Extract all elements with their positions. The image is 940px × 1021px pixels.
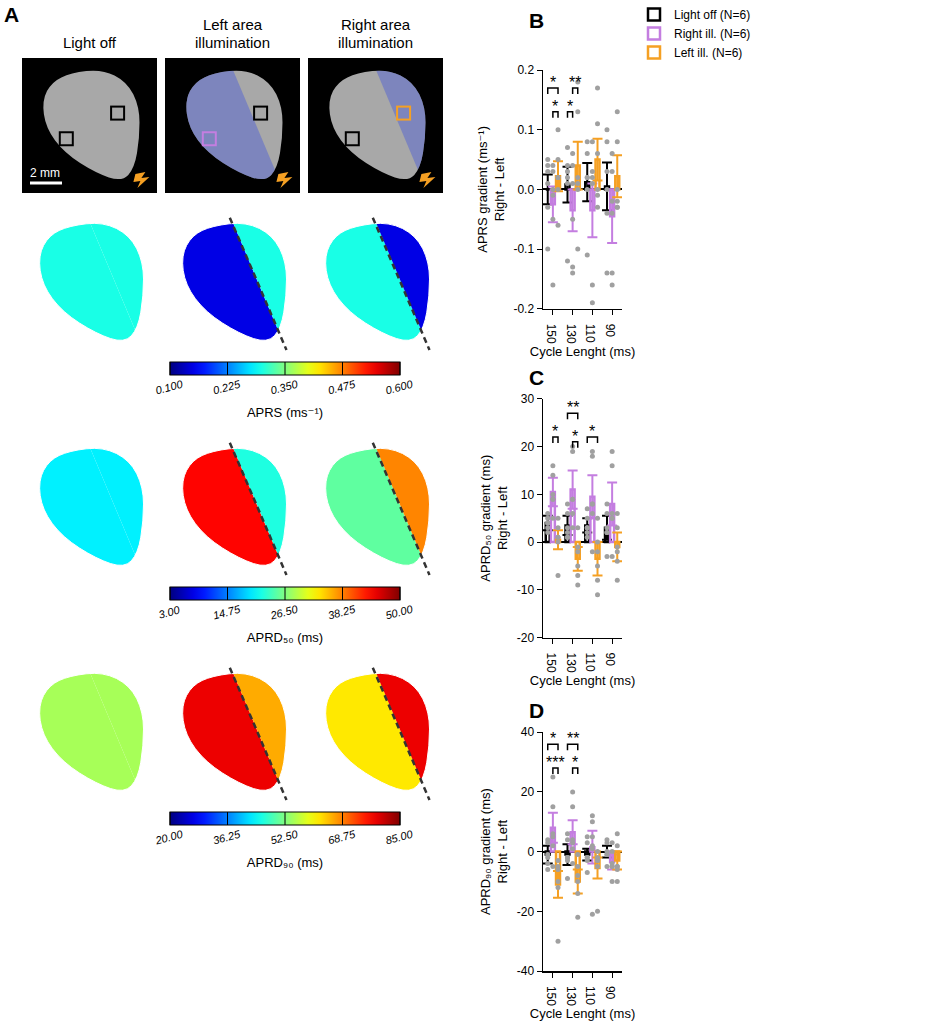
svg-text:Left area: Left area	[203, 16, 263, 33]
svg-text:***: ***	[546, 754, 565, 771]
svg-text:*: *	[589, 423, 595, 440]
svg-text:A: A	[4, 3, 19, 26]
svg-text:illumination: illumination	[195, 34, 270, 51]
svg-text:150: 150	[544, 986, 558, 1006]
svg-text:Cycle Lenght (ms): Cycle Lenght (ms)	[530, 344, 635, 359]
svg-text:0.1: 0.1	[517, 123, 534, 137]
svg-text:Cycle Lenght (ms): Cycle Lenght (ms)	[530, 1006, 635, 1021]
svg-text:*: *	[550, 74, 556, 91]
svg-text:38.25: 38.25	[327, 603, 358, 622]
svg-text:-10: -10	[517, 583, 535, 597]
svg-text:90: 90	[603, 324, 617, 338]
svg-text:**: **	[567, 730, 579, 747]
svg-text:150: 150	[544, 653, 558, 673]
svg-text:-0.1: -0.1	[513, 242, 534, 256]
svg-text:Light off: Light off	[63, 34, 117, 51]
svg-text:illumination: illumination	[338, 34, 413, 51]
svg-text:-40: -40	[517, 964, 535, 978]
svg-text:110: 110	[583, 986, 597, 1005]
svg-text:*: *	[572, 428, 578, 445]
svg-text:52.50: 52.50	[269, 828, 300, 847]
svg-text:3.00: 3.00	[157, 603, 182, 620]
svg-text:0: 0	[527, 535, 534, 549]
svg-text:30: 30	[521, 392, 535, 406]
svg-text:*: *	[572, 754, 578, 771]
svg-text:85.00: 85.00	[384, 828, 415, 847]
svg-text:-20: -20	[517, 905, 535, 919]
svg-text:0.100: 0.100	[154, 378, 185, 397]
svg-text:2 mm: 2 mm	[30, 166, 60, 180]
svg-text:20.00: 20.00	[153, 828, 185, 847]
svg-text:14.75: 14.75	[212, 603, 243, 622]
svg-text:APRD₅₀ (ms): APRD₅₀ (ms)	[247, 630, 323, 645]
svg-text:D: D	[529, 699, 544, 722]
svg-text:*: *	[552, 423, 558, 440]
svg-text:C: C	[529, 366, 544, 389]
svg-text:0.600: 0.600	[384, 378, 415, 397]
svg-text:90: 90	[603, 653, 617, 667]
svg-text:50.00: 50.00	[384, 603, 415, 622]
svg-text:110: 110	[583, 653, 597, 672]
svg-text:36.25: 36.25	[212, 828, 243, 847]
svg-text:40: 40	[521, 725, 535, 739]
svg-text:-0.2: -0.2	[513, 302, 534, 316]
svg-text:**: **	[567, 399, 579, 416]
svg-text:0.350: 0.350	[269, 378, 300, 397]
svg-text:*: *	[550, 730, 556, 747]
svg-text:20: 20	[521, 440, 535, 454]
svg-text:Light off (N=6): Light off (N=6)	[674, 8, 750, 22]
svg-text:26.50: 26.50	[268, 603, 300, 622]
svg-text:68.75: 68.75	[327, 828, 358, 847]
svg-text:*: *	[552, 98, 558, 115]
svg-text:0.225: 0.225	[212, 378, 243, 397]
svg-text:*: *	[567, 98, 573, 115]
svg-text:0.2: 0.2	[517, 63, 534, 77]
svg-text:B: B	[529, 9, 544, 32]
svg-text:0.0: 0.0	[517, 183, 534, 197]
svg-text:APRD₉₀ gradient (ms)Right - Le: APRD₉₀ gradient (ms)Right - Left	[478, 788, 510, 915]
svg-text:APRS (ms⁻¹): APRS (ms⁻¹)	[247, 405, 323, 420]
svg-text:20: 20	[521, 785, 535, 799]
svg-text:Cycle Lenght (ms): Cycle Lenght (ms)	[530, 673, 635, 688]
svg-text:10: 10	[521, 488, 535, 502]
svg-text:Left ill. (N=6): Left ill. (N=6)	[674, 46, 742, 60]
svg-text:150: 150	[544, 324, 558, 344]
svg-text:130: 130	[564, 653, 578, 673]
svg-text:130: 130	[564, 986, 578, 1006]
svg-text:Right area: Right area	[341, 16, 411, 33]
svg-text:-20: -20	[517, 631, 535, 645]
svg-text:130: 130	[564, 324, 578, 344]
svg-text:0.475: 0.475	[327, 378, 358, 397]
svg-text:APRS gradient (ms⁻¹)Right - Le: APRS gradient (ms⁻¹)Right - Left	[475, 126, 507, 253]
svg-text:APRD₉₀ (ms): APRD₉₀ (ms)	[247, 855, 323, 870]
svg-text:90: 90	[603, 986, 617, 1000]
svg-text:0: 0	[527, 845, 534, 859]
svg-text:**: **	[569, 74, 581, 91]
svg-text:Right ill. (N=6): Right ill. (N=6)	[674, 27, 750, 41]
svg-text:APRD₅₀ gradient (ms)Right - Le: APRD₅₀ gradient (ms)Right - Left	[478, 455, 510, 582]
svg-text:110: 110	[583, 324, 597, 343]
